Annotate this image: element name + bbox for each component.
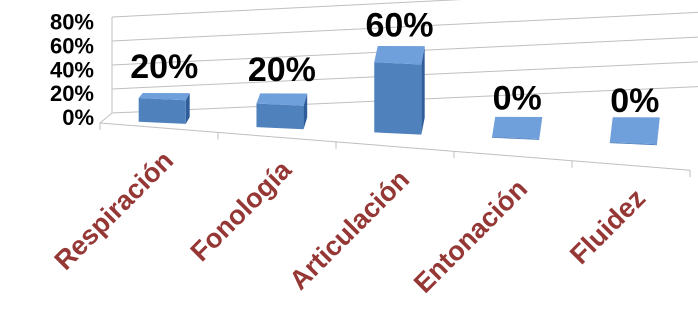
y-tick-label: 60% bbox=[50, 33, 94, 58]
data-label: 20% bbox=[248, 51, 316, 89]
bar bbox=[609, 117, 660, 146]
bar bbox=[256, 93, 308, 130]
bar-top-face bbox=[492, 116, 543, 139]
bar-front-face bbox=[374, 62, 422, 135]
category-label: Entonación bbox=[408, 174, 533, 299]
data-label: 20% bbox=[130, 48, 198, 86]
bar bbox=[492, 116, 543, 140]
bar-front-face bbox=[609, 142, 657, 146]
gridline bbox=[111, 0, 463, 18]
bar bbox=[138, 92, 190, 124]
x-axis-line bbox=[99, 122, 691, 171]
category-label: Articulación bbox=[284, 164, 416, 296]
category-label: Respiración bbox=[49, 145, 180, 276]
y-tick-label: 0% bbox=[62, 105, 94, 130]
category-label: Fonología bbox=[185, 154, 298, 267]
bar-front-face bbox=[256, 103, 304, 130]
bar-top-face bbox=[256, 93, 308, 106]
floor-side-edge bbox=[99, 112, 113, 124]
data-label: 0% bbox=[610, 82, 659, 120]
category-label: Fluidez bbox=[564, 183, 651, 270]
chart-bars bbox=[138, 45, 660, 146]
y-tick-label: 20% bbox=[50, 81, 94, 106]
bar-side-face bbox=[303, 93, 308, 130]
y-tick-label: 80% bbox=[50, 10, 94, 35]
bar-top-face bbox=[374, 45, 425, 65]
bar-front-face bbox=[492, 136, 540, 140]
data-label: 60% bbox=[365, 7, 433, 45]
bar-side-face bbox=[539, 117, 543, 140]
data-labels: 20% 20% 60% 0% 0% bbox=[130, 7, 659, 121]
bar-side-face bbox=[185, 93, 190, 124]
category-labels: Respiración FonologíaArticulaciónEntonaci… bbox=[49, 145, 652, 298]
bar-side-face bbox=[421, 46, 425, 135]
gridline bbox=[111, 11, 698, 42]
bar-top-face bbox=[138, 92, 190, 101]
bar-side-face bbox=[656, 117, 660, 146]
bar bbox=[374, 45, 425, 135]
y-tick-label: 40% bbox=[50, 57, 94, 82]
bar-front-face bbox=[138, 98, 186, 124]
data-label: 0% bbox=[493, 79, 542, 117]
bar-top-face bbox=[609, 117, 660, 145]
y-axis-ticks: 0%20%40%60%80% bbox=[50, 10, 94, 131]
